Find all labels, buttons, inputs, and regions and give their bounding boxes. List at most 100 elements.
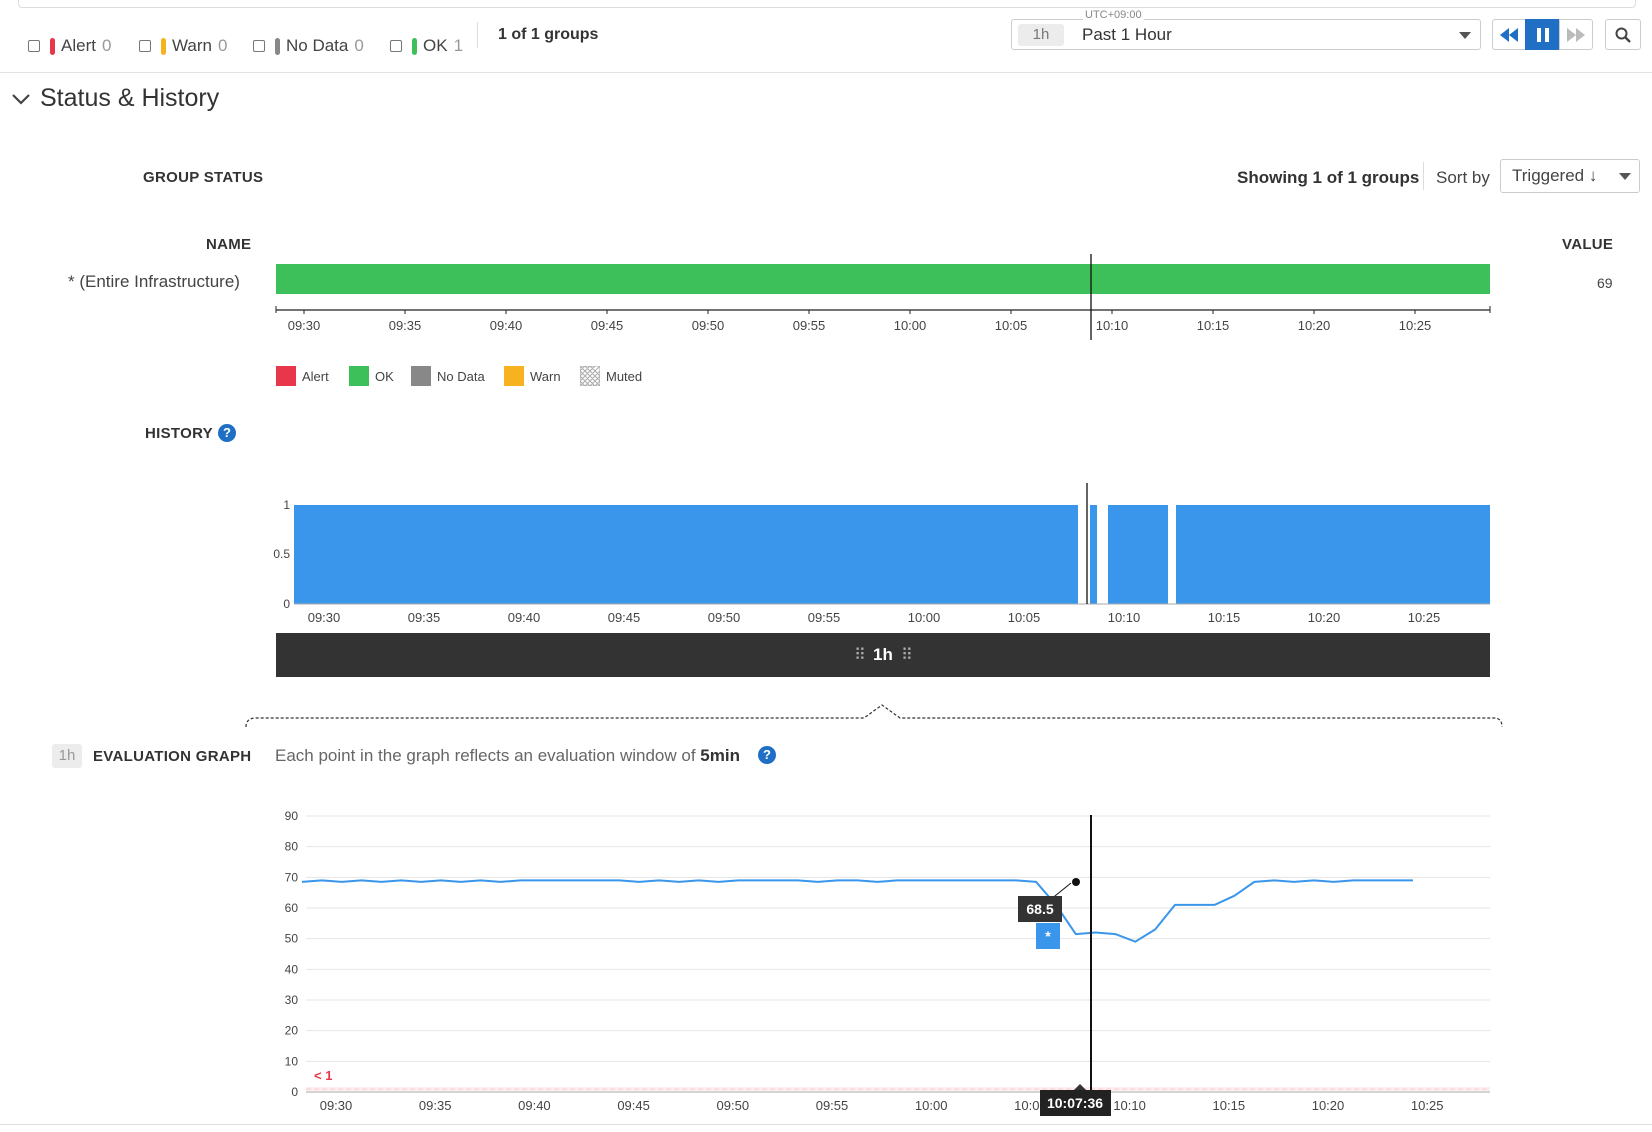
filter-alert-label: Alert (61, 36, 96, 55)
filter-warn[interactable]: Warn 0 (139, 36, 227, 56)
help-icon[interactable]: ? (218, 424, 236, 442)
cursor-time-box (1040, 1090, 1111, 1116)
chevron-down-icon (1619, 173, 1631, 180)
history-x-tick-label: 09:50 (708, 610, 741, 625)
history-x-tick-label: 10:20 (1308, 610, 1341, 625)
alert-checkbox[interactable] (28, 40, 40, 52)
legend-alert-label: Alert (302, 368, 329, 384)
fast-forward-icon (1567, 27, 1585, 42)
tooltip-series-marker (1036, 923, 1060, 949)
name-column-header: NAME (206, 236, 252, 253)
filter-no-data[interactable]: No Data 0 (253, 36, 364, 56)
sort-select[interactable]: Triggered ↓ (1500, 159, 1640, 193)
history-y-ticks: 10.50 (273, 498, 290, 611)
legend-ok-swatch (349, 366, 369, 386)
eval-x-tick-label: 10:00 (915, 1098, 948, 1113)
legend-no-data-label: No Data (437, 368, 485, 384)
legend-ok: OK (349, 366, 394, 386)
eval-y-tick-label: 40 (285, 962, 299, 976)
time-range-picker[interactable]: 1h Past 1 Hour (1011, 19, 1481, 50)
history-x-ticks: 09:30 09:35 09:40 09:45 09:50 09:55 10:00 10:05… (308, 610, 1441, 625)
status-tick-label: 10:05 (995, 318, 1028, 333)
time-brush[interactable]: ⠿ 1h ⠿ (276, 633, 1490, 677)
legend-muted: Muted (580, 366, 642, 386)
help-icon[interactable]: ? (758, 746, 776, 764)
drag-handle-left-icon[interactable]: ⠿ (854, 647, 866, 664)
eval-y-tick-label: 30 (285, 993, 299, 1007)
history-x-tick-label: 09:30 (308, 610, 341, 625)
fast-forward-button[interactable] (1559, 19, 1593, 50)
history-x-tick-label: 09:40 (508, 610, 541, 625)
eval-window-chip: 1h (52, 744, 82, 768)
history-x-tick-label: 10:25 (1408, 610, 1441, 625)
sort-divider (1423, 162, 1424, 190)
showing-groups: Showing 1 of 1 groups (1237, 168, 1420, 187)
eval-y-tick-label: 90 (285, 809, 299, 823)
legend-warn-label: Warn (530, 368, 561, 384)
status-ok-bar (276, 264, 1490, 294)
filter-alert-count: 0 (101, 36, 112, 55)
no-data-checkbox[interactable] (253, 40, 265, 52)
group-status-timeline[interactable]: 09:30 09:35 09:40 09:45 09:50 09:55 10:00 10:05… (270, 250, 1500, 350)
history-x-tick-label: 10:00 (908, 610, 941, 625)
rewind-button[interactable] (1492, 19, 1526, 50)
muted-pattern-icon (580, 366, 600, 386)
status-tick-label: 09:45 (591, 318, 624, 333)
group-name[interactable]: * (Entire Infrastructure) (68, 272, 240, 291)
warn-pill-icon (161, 37, 166, 55)
history-y-tick-label: 0.5 (273, 547, 290, 561)
drag-handle-right-icon[interactable]: ⠿ (901, 647, 913, 664)
time-range-chip: 1h (1018, 24, 1064, 46)
history-bar-segment (1108, 505, 1168, 604)
status-tick-label: 10:25 (1399, 318, 1432, 333)
legend-warn: Warn (504, 366, 561, 386)
brush-connector (245, 704, 1503, 728)
history-bar-segment (1090, 505, 1097, 604)
legend-no-data: No Data (411, 366, 485, 386)
history-x-tick-label: 09:55 (808, 610, 841, 625)
history-y-tick-label: 1 (283, 498, 290, 512)
chevron-down-icon[interactable] (11, 92, 31, 106)
group-value: 69 (1597, 275, 1613, 291)
eval-y-tick-label: 20 (285, 1024, 299, 1038)
evaluation-description: Each point in the graph reflects an eval… (275, 746, 740, 766)
group-status-title: GROUP STATUS (143, 169, 264, 186)
status-tick-label: 09:40 (490, 318, 523, 333)
zoom-button[interactable] (1605, 19, 1641, 50)
eval-x-tick-label: 10:10 (1113, 1098, 1146, 1113)
tooltip-value: 68.5 (1026, 901, 1053, 917)
hover-point (1072, 878, 1080, 886)
tooltip-series-label: * (1045, 928, 1051, 944)
evaluation-graph-title: EVALUATION GRAPH (93, 748, 252, 765)
warn-checkbox[interactable] (139, 40, 151, 52)
status-tick-label: 09:30 (288, 318, 321, 333)
bottom-divider (0, 1124, 1652, 1125)
history-chart[interactable]: 10.50 09:30 09:35 09:40 09:45 09:50 09:55 10:0… (270, 480, 1502, 630)
history-x-tick-label: 09:45 (608, 610, 641, 625)
sort-by-label: Sort by (1436, 168, 1490, 187)
eval-gridlines (306, 815, 1490, 1062)
filter-alert[interactable]: Alert 0 (28, 36, 111, 56)
filter-no-data-label: No Data (286, 36, 349, 55)
filter-ok[interactable]: OK 1 (390, 36, 463, 56)
eval-x-tick-label: 10:25 (1411, 1098, 1444, 1113)
chevron-down-icon (1459, 32, 1471, 39)
eval-y-tick-label: 10 (285, 1054, 299, 1068)
status-tick-label: 10:00 (894, 318, 927, 333)
eval-y-tick-label: 80 (285, 840, 299, 854)
legend-alert: Alert (276, 366, 329, 386)
filter-ok-count: 1 (453, 36, 464, 55)
eval-x-tick-label: 10:05 (1014, 1098, 1047, 1113)
evaluation-description-text: Each point in the graph reflects an eval… (275, 746, 696, 765)
eval-x-tick-label: 09:35 (419, 1098, 452, 1113)
eval-x-ticks: 09:30 09:35 09:40 09:45 09:50 09:55 10:00 10:05… (320, 1098, 1444, 1113)
pause-button[interactable] (1525, 19, 1560, 50)
ok-checkbox[interactable] (390, 40, 402, 52)
filter-warn-count: 0 (218, 36, 228, 55)
evaluation-window-value: 5min (700, 746, 740, 765)
status-tick-label: 10:15 (1197, 318, 1230, 333)
history-y-tick-label: 0 (283, 597, 290, 611)
eval-x-tick-label: 10:15 (1213, 1098, 1246, 1113)
status-filter-bar: Alert 0 Warn 0 No Data 0 OK 1 (0, 16, 620, 56)
